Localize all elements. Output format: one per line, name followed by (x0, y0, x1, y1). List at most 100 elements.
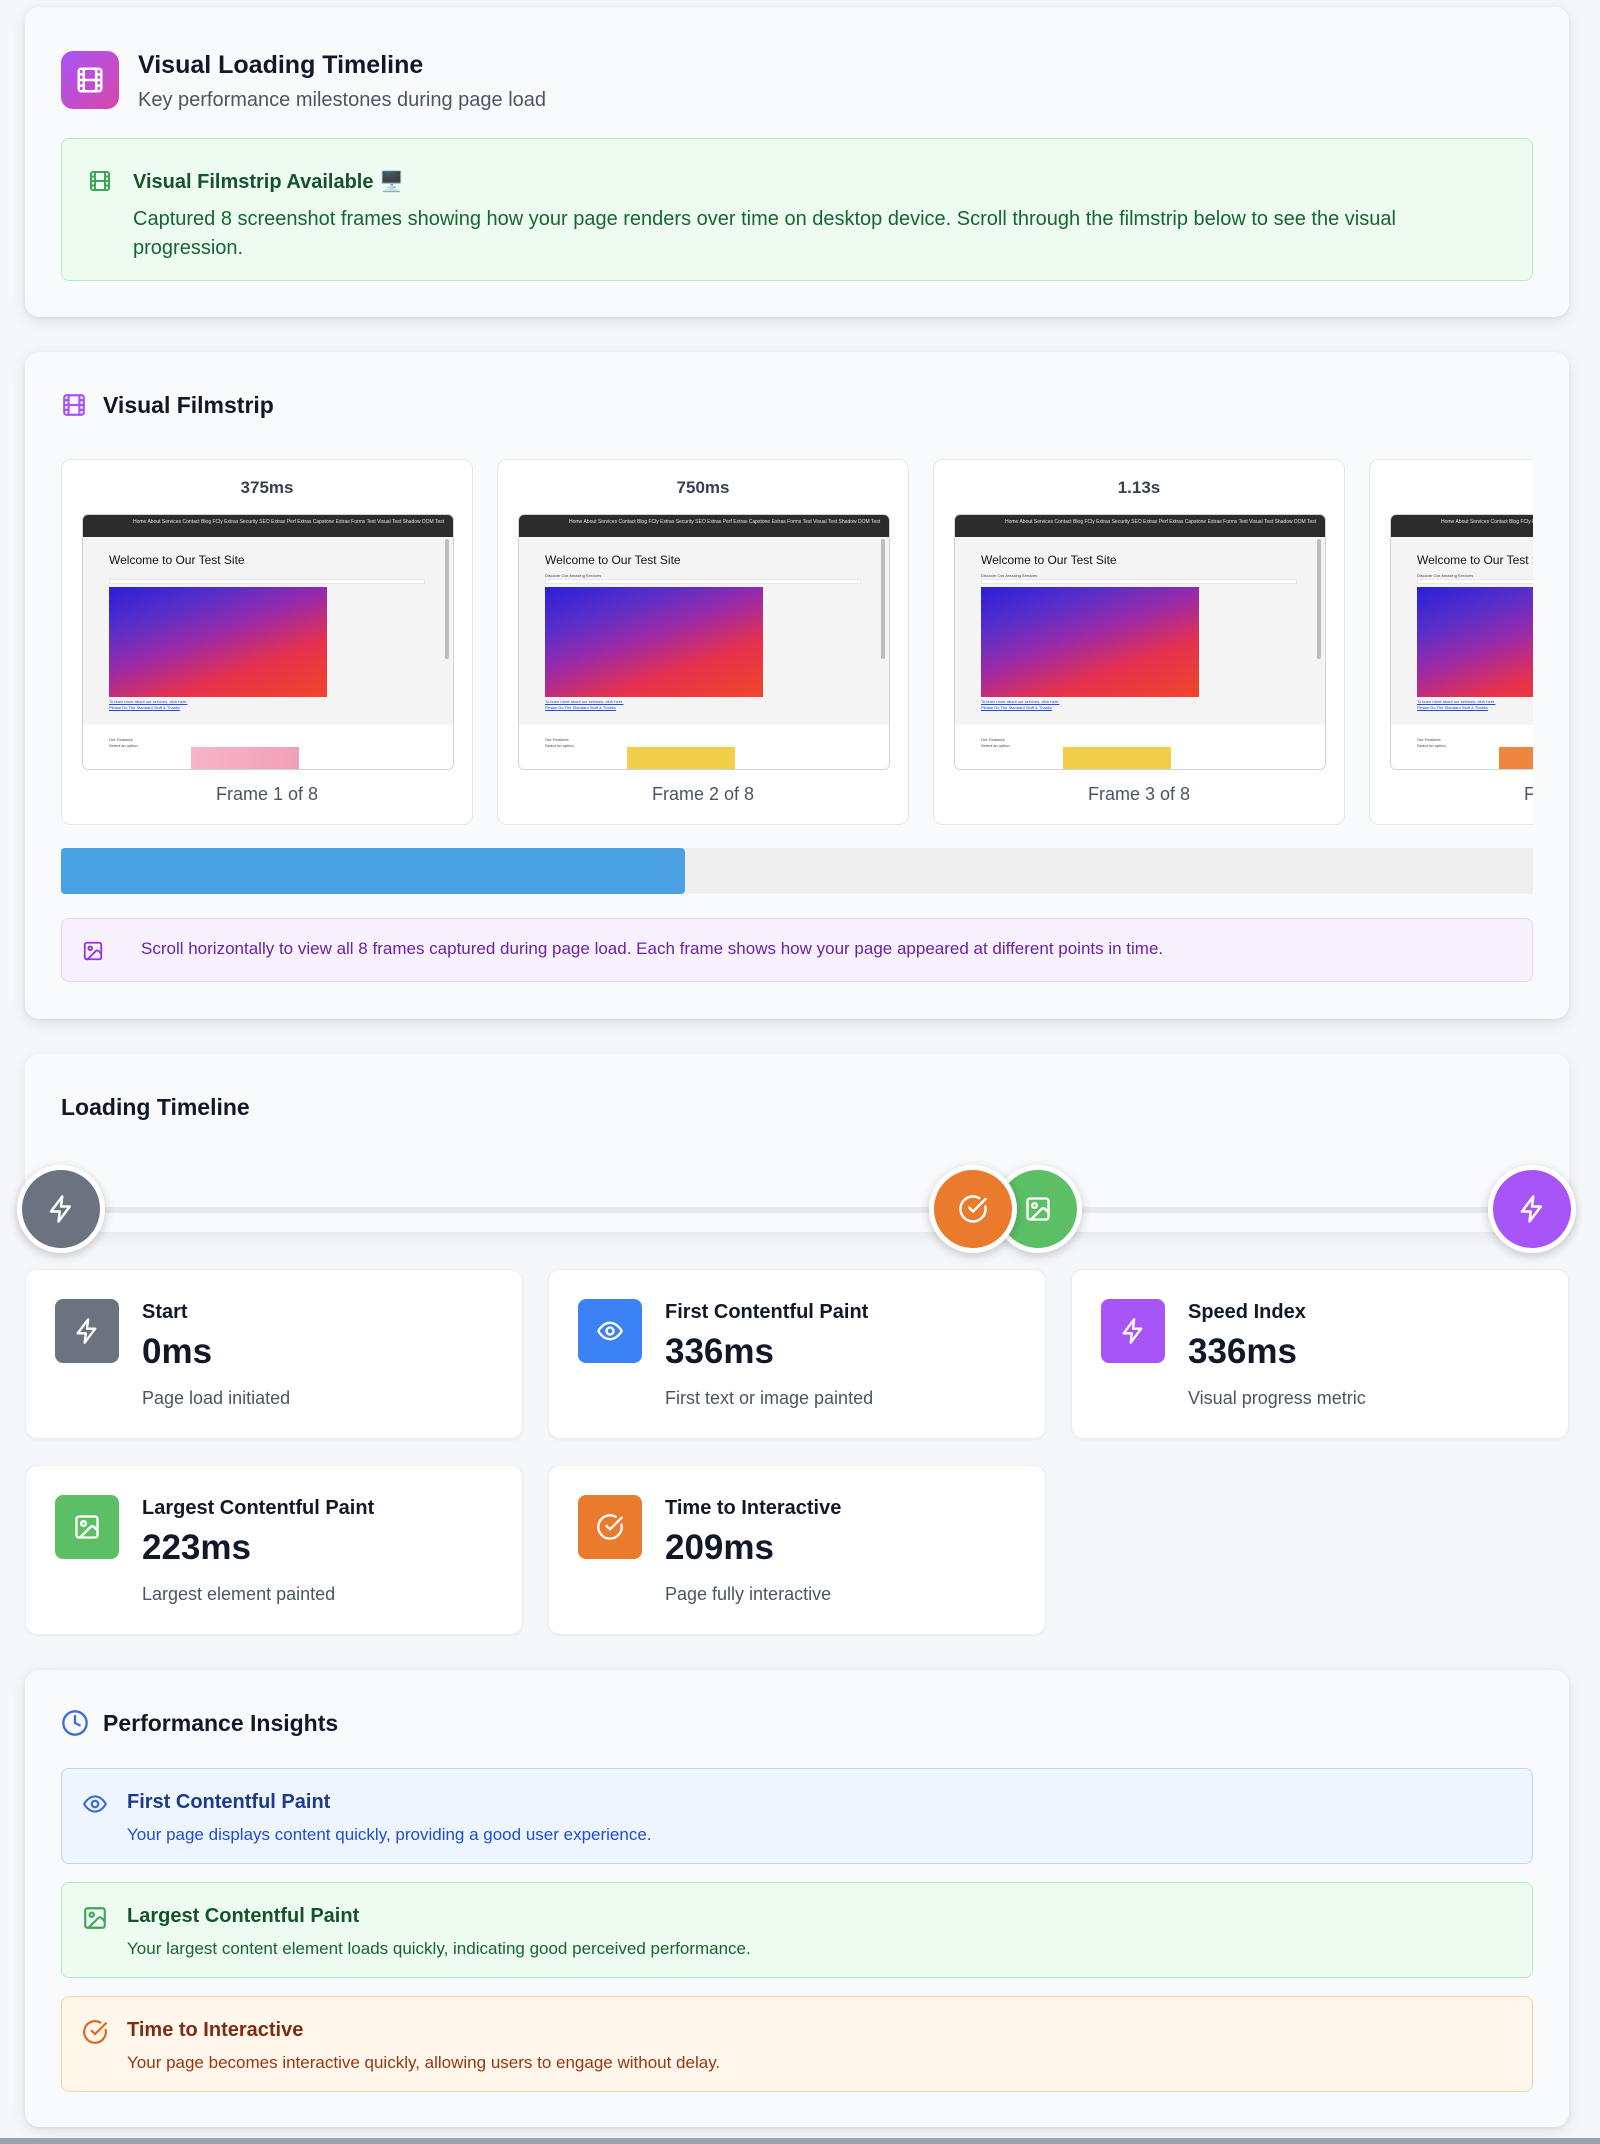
filmstrip-frame[interactable]: 1.13s Home About Services Contact Blog F… (933, 459, 1345, 825)
clock-icon (61, 1709, 89, 1742)
insight-title: Largest Contentful Paint (127, 1905, 360, 1927)
screenshot-heading: Welcome to Our Test Site (109, 553, 245, 567)
page-subtitle: Key performance milestones during page l… (138, 89, 547, 111)
insights-title: Performance Insights (103, 1710, 339, 1736)
timeline-track (50, 1207, 1530, 1213)
filmstrip-hint: Scroll horizontally to view all 8 frames… (61, 918, 1533, 982)
screenshot-hero-image (109, 587, 327, 697)
metric-value: 336ms (1188, 1332, 1297, 1371)
filmstrip-title: Visual Filmstrip (103, 392, 274, 418)
screenshot-nav: Home About Services Contact Blog FCly Ex… (83, 515, 453, 537)
insight-description: Your page becomes interactive quickly, a… (127, 2053, 721, 2072)
screenshot-subtext: Discover Our Amazing Services (1417, 573, 1474, 578)
loading-timeline-card: Loading Timeline (25, 1054, 1569, 1232)
frame-label: Frame 2 of 8 (651, 784, 755, 804)
lightning-icon (49, 1195, 71, 1223)
timeline-header-card: Visual Loading Timeline Key performance … (25, 7, 1569, 317)
film-icon (61, 392, 87, 423)
lightning-icon (55, 1299, 119, 1363)
filmstrip-frame[interactable]: 750ms Home About Services Contact Blog F… (497, 459, 909, 825)
timeline-marker-speed-index[interactable] (1488, 1165, 1576, 1253)
screenshot-footer-text: Our Features Select an option (981, 737, 1010, 748)
metric-card-lcp: Largest Contentful Paint 223ms Largest e… (25, 1465, 523, 1635)
insight-description: Your largest content element loads quick… (127, 1939, 751, 1958)
filmstrip-frame[interactable]: 375ms Home About Services Contact Blog F… (61, 459, 473, 825)
hint-text: Scroll horizontally to view all 8 frames… (141, 939, 1164, 958)
screenshot-nav: Home About Services Contact Blog FCly Ex… (955, 515, 1325, 537)
eye-icon (578, 1299, 642, 1363)
metric-value: 223ms (142, 1528, 251, 1567)
insight-tti: Time to Interactive Your page becomes in… (61, 1996, 1533, 2092)
screenshot-thumbnail (1499, 747, 1533, 769)
frame-label: Frame 1 of 8 (215, 784, 319, 804)
page-title: Visual Loading Timeline (138, 51, 424, 79)
filmstrip-scrollbar[interactable] (61, 848, 1533, 894)
image-icon (82, 1905, 108, 1936)
filmstrip-scroller[interactable]: 375ms Home About Services Contact Blog F… (61, 459, 1533, 825)
metric-value: 336ms (665, 1332, 774, 1371)
frame-time: 375ms (240, 478, 294, 497)
frame-screenshot: Home About Services Contact Blog FCly Ex… (1390, 514, 1533, 770)
check-circle-icon (959, 1195, 987, 1223)
insight-title: First Contentful Paint (127, 1791, 331, 1813)
metric-value: 0ms (142, 1332, 213, 1371)
metric-description: Visual progress metric (1188, 1388, 1366, 1408)
image-icon (82, 940, 104, 967)
screenshot-subtext: Discover Our Amazing Services (981, 573, 1038, 578)
lightning-icon (1520, 1195, 1542, 1223)
metric-card-fcp: First Contentful Paint 336ms First text … (548, 1269, 1046, 1439)
filmstrip-frame[interactable]: Home About Services Contact Blog FCly Ex… (1369, 459, 1533, 825)
notice-description: Captured 8 screenshot frames showing how… (133, 208, 1396, 259)
loading-timeline-title: Loading Timeline (61, 1094, 250, 1120)
metric-title: Speed Index (1188, 1301, 1306, 1323)
screenshot-links: To learn more about our services, click … (545, 699, 624, 710)
frame-label: Frame 3 of 8 (1087, 784, 1191, 804)
window-bottom-edge (0, 2138, 1600, 2144)
screenshot-thumbnail (627, 747, 735, 769)
screenshot-bar (981, 579, 1297, 584)
screenshot-bar (1417, 579, 1533, 584)
frame-screenshot: Home About Services Contact Blog FCly Ex… (954, 514, 1326, 770)
screenshot-hero-image (1417, 587, 1533, 697)
lightning-icon (1101, 1299, 1165, 1363)
screenshot-heading: Welcome to Our Test Site (1417, 553, 1533, 567)
eye-icon (82, 1791, 108, 1822)
metric-description: Page fully interactive (665, 1584, 832, 1604)
metric-description: Page load initiated (142, 1388, 291, 1408)
frame-screenshot: Home About Services Contact Blog FCly Ex… (518, 514, 890, 770)
metric-title: Time to Interactive (665, 1497, 842, 1519)
insight-title: Time to Interactive (127, 2019, 304, 2041)
screenshot-thumbnail (1063, 747, 1171, 769)
insight-lcp: Largest Contentful Paint Your largest co… (61, 1882, 1533, 1978)
screenshot-scrollbar (1317, 539, 1321, 659)
screenshot-bar (545, 579, 861, 584)
metric-title: First Contentful Paint (665, 1301, 869, 1323)
loading-timeline-section: Loading Timeline Start 0ms Page load ini… (0, 1054, 1600, 1654)
screenshot-footer-text: Our Features Select an option (109, 737, 138, 748)
frame-label: Frame 4 of 8 (1523, 784, 1533, 804)
metric-card-start: Start 0ms Page load initiated (25, 1269, 523, 1439)
filmstrip-card: Visual Filmstrip 375ms Home About Servic… (25, 352, 1569, 1019)
notice-title: Visual Filmstrip Available 🖥️ (133, 171, 404, 193)
metric-title: Start (142, 1301, 188, 1323)
filmstrip-scroll-thumb[interactable] (61, 848, 686, 894)
screenshot-nav: Home About Services Contact Blog FCly Ex… (1391, 515, 1533, 537)
metric-card-speed-index: Speed Index 336ms Visual progress metric (1071, 1269, 1569, 1439)
check-circle-icon (578, 1495, 642, 1559)
screenshot-thumbnail (191, 747, 299, 769)
timeline-marker-tti[interactable] (929, 1165, 1017, 1253)
screenshot-footer-text: Our Features Select an option (1417, 737, 1446, 748)
metric-description: Largest element painted (142, 1584, 336, 1604)
metric-value: 209ms (665, 1528, 774, 1567)
image-icon (55, 1495, 119, 1559)
metric-description: First text or image painted (665, 1388, 874, 1408)
frame-time: 750ms (676, 478, 730, 497)
film-icon (61, 51, 119, 109)
screenshot-nav: Home About Services Contact Blog FCly Ex… (519, 515, 889, 537)
screenshot-bar (109, 579, 425, 584)
screenshot-subtext: Discover Our Amazing Services (545, 573, 602, 578)
screenshot-scrollbar (881, 539, 885, 659)
screenshot-hero-image (981, 587, 1199, 697)
frame-screenshot: Home About Services Contact Blog FCly Ex… (82, 514, 454, 770)
timeline-marker-start[interactable] (17, 1165, 105, 1253)
